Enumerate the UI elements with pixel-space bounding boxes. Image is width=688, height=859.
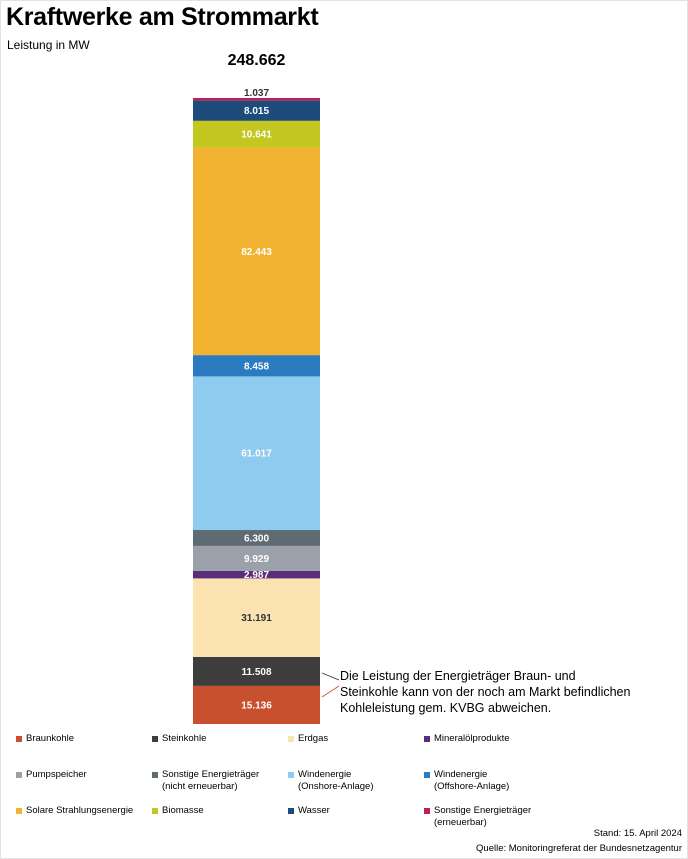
bar-segment-erdgas	[193, 578, 320, 657]
legend-label: Sonstige Energieträger (erneuerbar)	[434, 805, 532, 828]
legend-item-braunkohle: Braunkohle	[16, 733, 74, 745]
legend-label: Steinkohle	[162, 733, 207, 744]
legend-item-sonstige-energieträger-erneuerbar: Sonstige Energieträger (erneuerbar)	[424, 805, 531, 828]
legend-item-windenergie-onshore-anlage: Windenergie (Onshore-Anlage)	[288, 769, 374, 792]
legend-item-steinkohle: Steinkohle	[152, 733, 206, 745]
annotation-line-2: Steinkohle kann von der noch am Markt be…	[340, 685, 631, 699]
data-label-windenergie-offshore-anlage: 8.458	[244, 361, 269, 372]
data-label-biomasse: 10.641	[241, 130, 272, 141]
bar-segment-braunkohle	[193, 685, 320, 724]
data-label-sonstige-energieträger-nicht-erneuerbar: 6.300	[244, 533, 269, 544]
data-label-erdgas: 31.191	[241, 613, 272, 624]
legend-label: Wasser	[298, 805, 330, 816]
legend-swatch	[152, 808, 158, 814]
legend-swatch	[424, 808, 430, 814]
chart-subtitle: Leistung in MW	[7, 38, 90, 52]
legend-label: Mineralölprodukte	[434, 733, 510, 744]
bar-segment-windenergie-offshore-anlage	[193, 355, 320, 377]
data-label-braunkohle: 15.136	[241, 700, 272, 711]
data-label-wasser: 8.015	[244, 106, 269, 117]
legend-swatch	[16, 808, 22, 814]
legend-item-wasser: Wasser	[288, 805, 330, 817]
total-label: 248.662	[227, 52, 286, 69]
bar-segment-pumpspeicher	[193, 545, 320, 571]
annotation-leader-braunkohle	[321, 685, 340, 698]
data-label-pumpspeicher: 9.929	[244, 554, 269, 565]
legend-swatch	[288, 736, 294, 742]
legend-item-biomasse: Biomasse	[152, 805, 204, 817]
legend-swatch	[288, 808, 294, 814]
data-label-steinkohle: 11.508	[241, 667, 271, 678]
legend-label: Biomasse	[162, 805, 204, 816]
legend-label: Braunkohle	[26, 733, 75, 744]
legend-swatch	[152, 736, 158, 742]
annotation-leader-steinkohle	[321, 672, 340, 681]
legend-item-solare-strahlungsenergie: Solare Strahlungsenergie	[16, 805, 133, 817]
legend-label: Sonstige Energieträger (nicht erneuerbar…	[162, 769, 260, 792]
legend-swatch	[424, 736, 430, 742]
annotation-line-1: Die Leistung der Energieträger Braun- un…	[340, 669, 576, 683]
bar-segment-biomasse	[193, 120, 320, 148]
bar-segment-mineralölprodukte	[193, 570, 320, 579]
legend-swatch	[424, 772, 430, 778]
legend-item-sonstige-energieträger-nicht-erneuerbar: Sonstige Energieträger (nicht erneuerbar…	[152, 769, 259, 792]
bar-segment-wasser	[193, 100, 320, 121]
legend-label: Pumpspeicher	[26, 769, 87, 780]
legend-item-mineralölprodukte: Mineralölprodukte	[424, 733, 510, 745]
data-label-sonstige-energieträger-erneuerbar: 1.037	[244, 88, 269, 99]
legend-swatch	[152, 772, 158, 778]
footer-source: Quelle: Monitoringreferat der Bundesnetz…	[476, 843, 682, 854]
chart-title: Kraftwerke am Strommarkt	[6, 3, 319, 31]
bar-segment-sonstige-energieträger-erneuerbar	[193, 98, 320, 101]
legend-item-windenergie-offshore-anlage: Windenergie (Offshore-Anlage)	[424, 769, 509, 792]
legend-swatch	[288, 772, 294, 778]
footer-stand: Stand: 15. April 2024	[593, 828, 682, 839]
legend-label: Windenergie (Onshore-Anlage)	[298, 769, 374, 792]
legend-label: Erdgas	[298, 733, 329, 744]
legend-item-erdgas: Erdgas	[288, 733, 328, 745]
bar-segment-sonstige-energieträger-nicht-erneuerbar	[193, 530, 320, 546]
annotation-note: Die Leistung der Energieträger Braun- un…	[340, 668, 630, 716]
legend-label: Solare Strahlungsenergie	[26, 805, 134, 816]
legend-item-pumpspeicher: Pumpspeicher	[16, 769, 87, 781]
data-label-solare-strahlungsenergie: 82.443	[241, 247, 272, 258]
bar-segment-solare-strahlungsenergie	[193, 147, 320, 356]
legend-swatch	[16, 736, 22, 742]
annotation-line-3: Kohleleistung gem. KVBG abweichen.	[340, 701, 552, 715]
bar-segment-windenergie-onshore-anlage	[193, 376, 320, 531]
legend-label: Windenergie (Offshore-Anlage)	[434, 769, 510, 792]
data-label-mineralölprodukte: 2.987	[244, 570, 269, 581]
bar-segment-steinkohle	[193, 656, 320, 686]
data-label-windenergie-onshore-anlage: 61.017	[241, 449, 272, 460]
legend-swatch	[16, 772, 22, 778]
